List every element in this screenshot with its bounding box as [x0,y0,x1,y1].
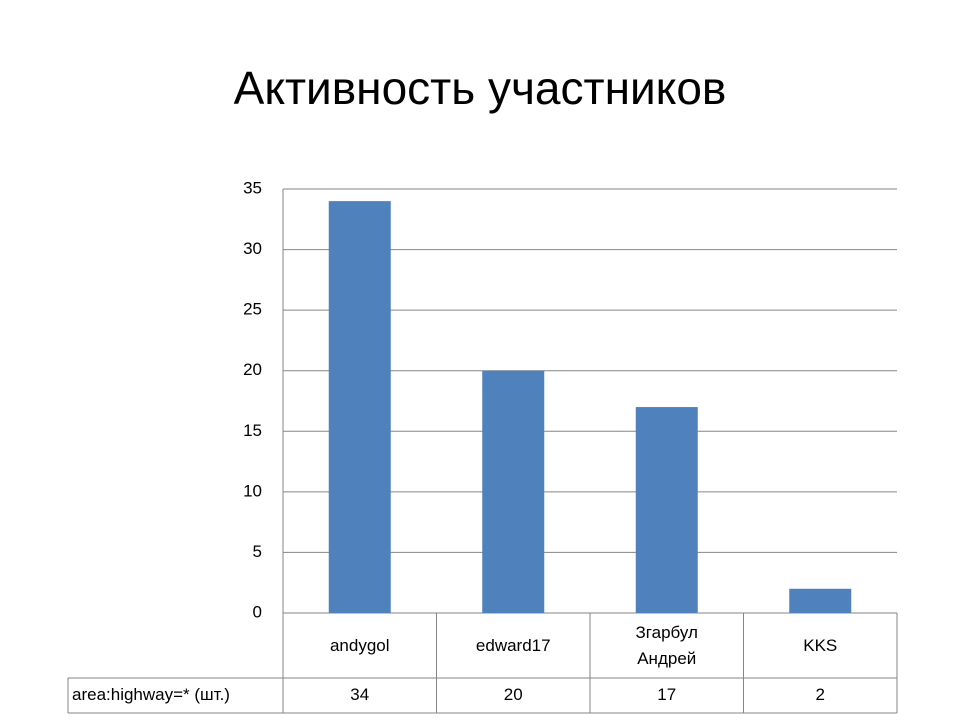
y-tick-label: 30 [243,239,262,258]
chart-title: Активность участников [234,62,727,114]
x-tick-label: Згарбул Андрей [635,622,698,668]
bar [482,370,545,613]
y-tick-label: 5 [253,542,262,561]
x-tick-label: andygol [329,635,390,655]
y-tick-label: 20 [243,360,262,379]
bar [789,588,852,613]
y-tick-label: 25 [243,300,262,319]
y-tick-label: 15 [243,421,262,440]
y-tick-label: 35 [243,178,262,197]
table-value: 20 [504,685,523,704]
legend-entry: area:highway=* (шт.) [72,685,230,704]
table-value: 17 [657,685,676,704]
table-value: 2 [816,685,825,704]
y-tick-label: 10 [243,481,262,500]
table-value: 34 [350,685,369,704]
x-tick-label: edward17 [475,635,551,655]
bar [635,407,698,613]
y-tick-label: 0 [253,602,262,621]
x-tick-label: KKS [803,635,838,655]
bar [328,201,391,613]
